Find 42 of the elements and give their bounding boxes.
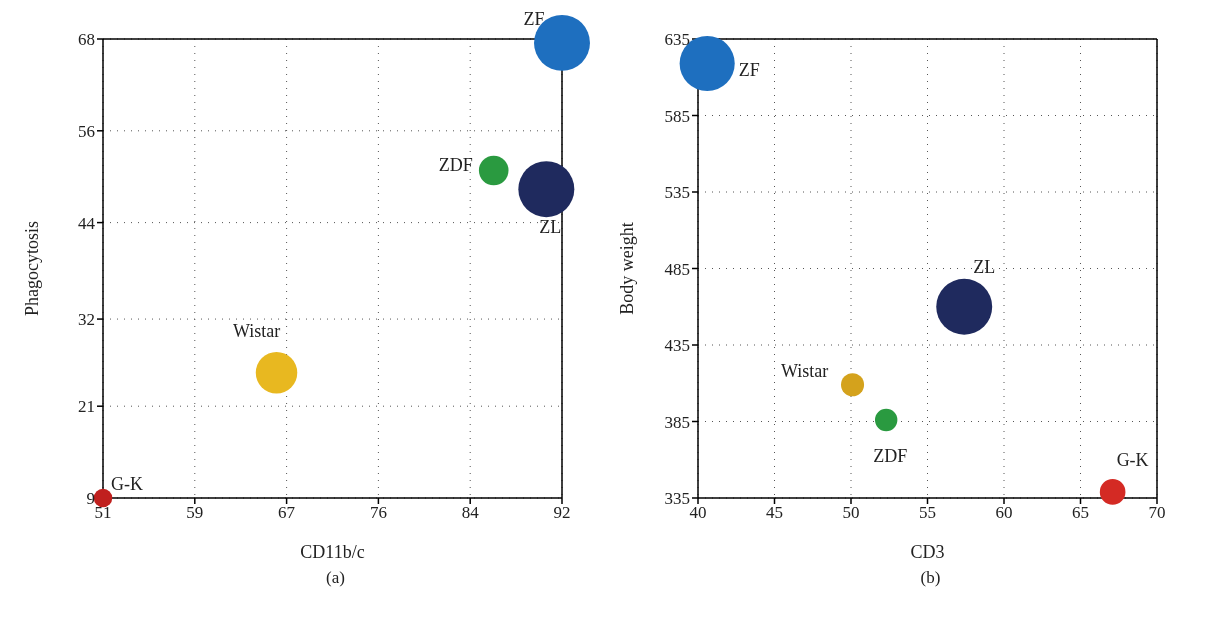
text: (a): [325, 568, 346, 588]
x-tick-label: 65: [1072, 503, 1089, 523]
x-tick-label: 59: [186, 503, 204, 523]
x-tick-label: 60: [995, 503, 1013, 523]
x-axis-title: CD11b/c: [300, 542, 365, 562]
y-tick-label: 68: [78, 30, 95, 50]
y-tick-label: 56: [78, 121, 95, 141]
y-axis-title: Phagocytosis: [22, 220, 43, 317]
series-label: G-K: [1116, 450, 1149, 471]
series-label: ZDF: [438, 154, 473, 175]
series-label: G-K: [111, 474, 143, 495]
x-tick-label: 84: [461, 503, 480, 523]
y-tick-label: 32: [78, 310, 95, 330]
x-tick-label: 55: [919, 503, 936, 523]
y-axis-title: Body weight: [617, 222, 638, 315]
series-label: Wistar: [232, 320, 281, 341]
y-tick-label: 21: [78, 397, 95, 417]
y-tick-label: 485: [664, 259, 690, 279]
series-label: ZDF: [873, 446, 908, 467]
series-label: Wistar: [780, 360, 829, 381]
y-tick-label: 585: [664, 106, 690, 126]
y-tick-label: 535: [664, 183, 690, 203]
y-tick-label: 435: [664, 336, 690, 356]
x-tick-label: 70: [1148, 503, 1166, 523]
series-label: ZL: [539, 217, 562, 238]
x-tick-label: 67: [278, 503, 296, 523]
text: (b): [919, 568, 942, 588]
x-tick-label: 50: [842, 503, 860, 523]
series-label: ZL: [973, 256, 996, 277]
y-tick-label: 385: [664, 412, 690, 432]
series-label: ZF: [738, 59, 760, 80]
series-label: ZF: [523, 9, 545, 30]
y-tick-label: 335: [664, 489, 690, 509]
x-tick-label: 51: [94, 503, 112, 523]
y-tick-label: 9: [86, 489, 95, 509]
x-tick-label: 45: [766, 503, 783, 523]
x-tick-label: 40: [689, 503, 707, 523]
x-tick-label: 92: [553, 503, 571, 523]
y-tick-label: 44: [78, 213, 96, 233]
x-tick-label: 76: [369, 503, 387, 523]
x-axis-title: CD3: [910, 542, 945, 562]
y-tick-label: 635: [664, 30, 690, 50]
